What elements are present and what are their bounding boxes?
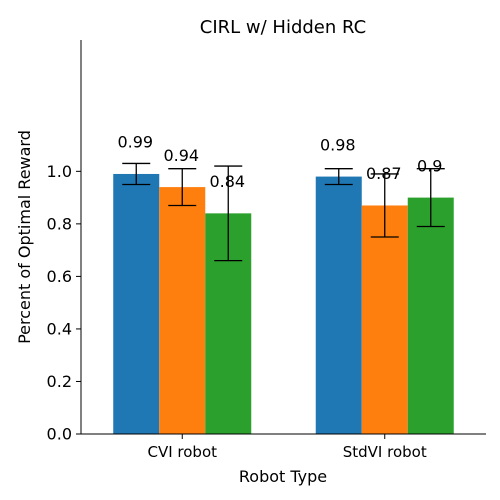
data-label: 0.87 <box>366 164 402 183</box>
bar <box>159 187 206 434</box>
y-tick-label: 0.4 <box>47 319 72 338</box>
x-axis-label: Robot Type <box>239 467 327 486</box>
y-tick-label: 0.6 <box>47 267 72 286</box>
y-tick-label: 0.2 <box>47 372 72 391</box>
data-label: 0.94 <box>163 146 199 165</box>
plot-area: 0.99 0.98 0.94 0.87 0.84 0.9 0.0 0.2 0.4 0.6 0.8 1.… <box>47 40 486 461</box>
bar <box>407 197 454 434</box>
bar <box>315 176 362 434</box>
bar <box>113 173 160 434</box>
data-label: 0.9 <box>417 156 442 175</box>
bar <box>361 205 408 434</box>
y-tick-label: 1.0 <box>47 162 72 181</box>
data-label: 0.99 <box>117 133 153 152</box>
y-axis-label: Percent of Optimal Reward <box>15 130 34 344</box>
chart-title: CIRL w/ Hidden RC <box>200 17 366 38</box>
data-label: 0.98 <box>320 135 356 154</box>
data-label: 0.84 <box>209 172 245 191</box>
y-tick-label: 0.0 <box>47 425 72 444</box>
x-tick-label: CVI robot <box>147 443 217 461</box>
y-tick-label: 0.8 <box>47 214 72 233</box>
x-tick-label: StdVI robot <box>343 443 427 461</box>
